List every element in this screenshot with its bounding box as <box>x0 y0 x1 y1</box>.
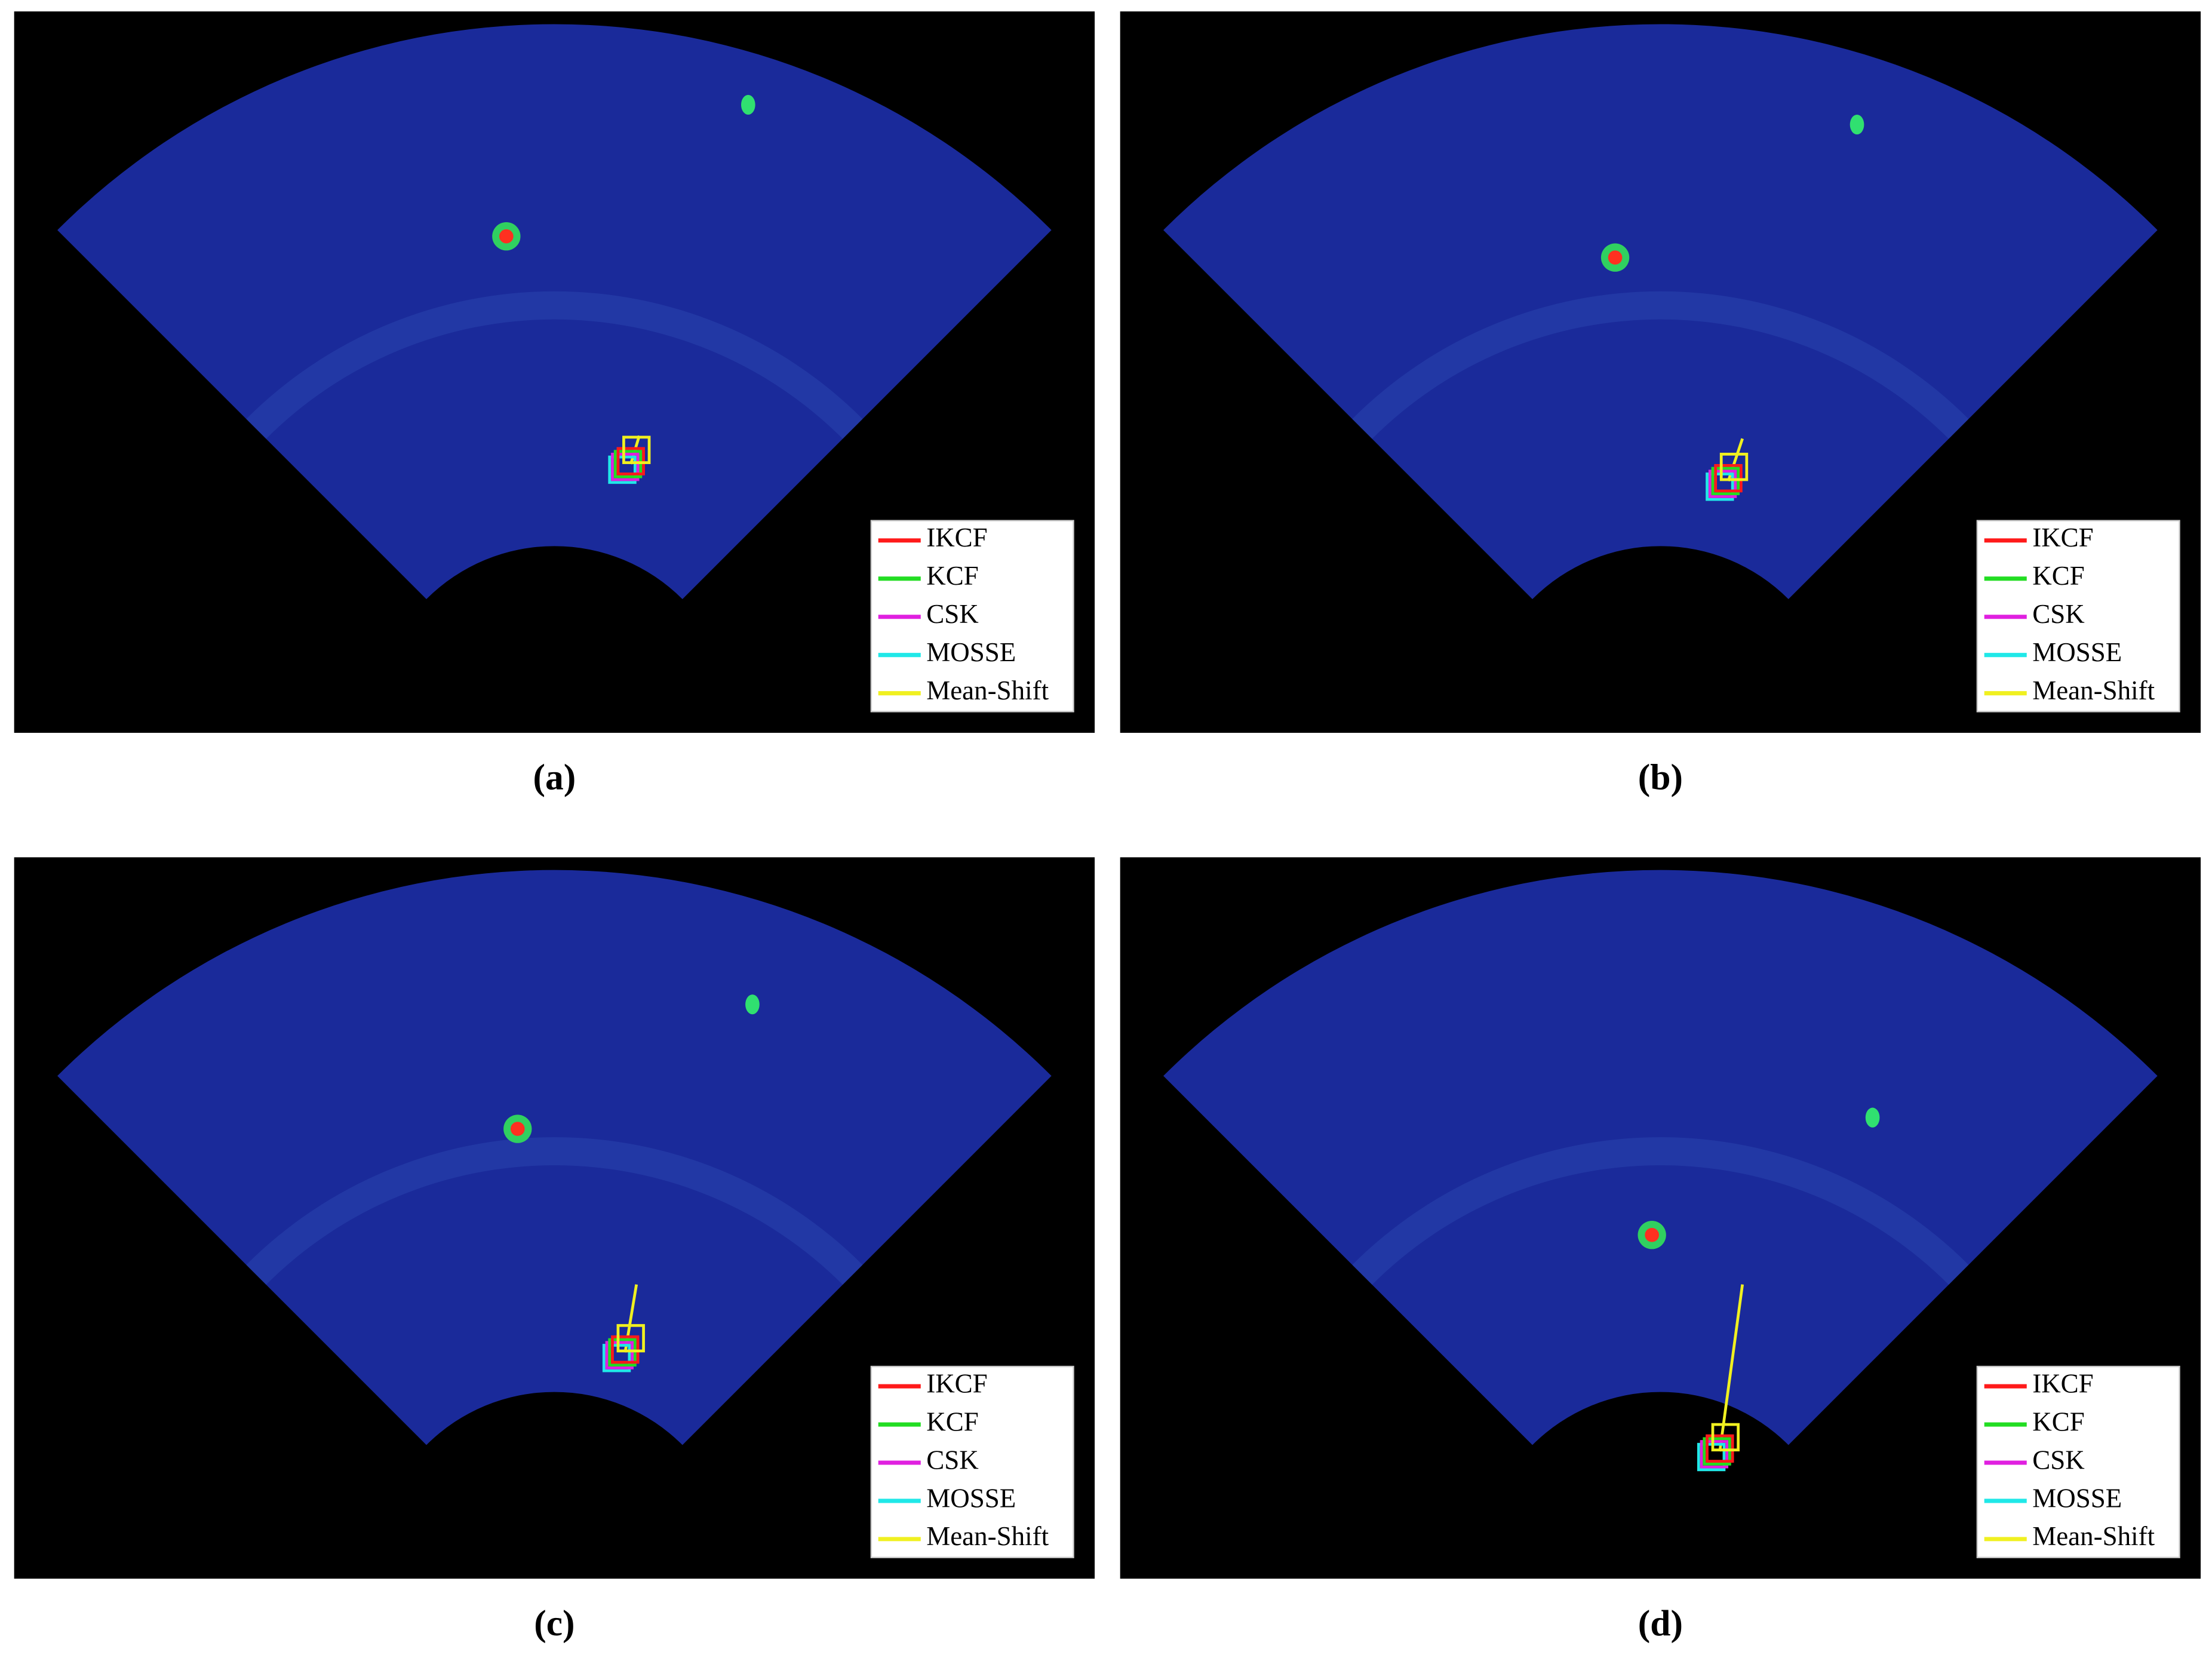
legend-label: CSK <box>926 599 979 629</box>
panel: IKCF KCF CSK MOSSE Mean-Shift <box>14 857 1095 1579</box>
track-box <box>1711 1423 1740 1452</box>
legend-label: KCF <box>926 1407 979 1436</box>
legend-label: Mean-Shift <box>2032 676 2155 705</box>
legend-label: Mean-Shift <box>2032 1521 2155 1551</box>
legend-label: CSK <box>2032 599 2085 629</box>
legend-label: Mean-Shift <box>926 676 1049 705</box>
legend-label: CSK <box>2032 1445 2085 1475</box>
panel: IKCF KCF CSK MOSSE Mean-Shift <box>1120 11 2201 733</box>
target-small <box>1865 1107 1880 1128</box>
legend-label: MOSSE <box>2032 1483 2122 1513</box>
target-core <box>510 1122 525 1136</box>
legend-label: Mean-Shift <box>926 1521 1049 1551</box>
sonar-range-ring <box>246 291 863 439</box>
legend: IKCF KCF CSK MOSSE Mean-Shift <box>870 520 1074 713</box>
legend-label: MOSSE <box>2032 637 2122 667</box>
legend-label: MOSSE <box>926 1483 1016 1513</box>
target-core <box>1645 1227 1659 1242</box>
legend: IKCF KCF CSK MOSSE Mean-Shift <box>1976 520 2180 713</box>
panel-caption: (c) <box>534 1603 574 1644</box>
panel: IKCF KCF CSK MOSSE Mean-Shift <box>14 11 1095 733</box>
target-small <box>741 94 755 115</box>
legend-label: CSK <box>926 1445 979 1475</box>
legend-label: IKCF <box>926 523 987 552</box>
legend-label: IKCF <box>2032 1368 2094 1398</box>
target-core <box>1608 250 1623 265</box>
legend-label: IKCF <box>926 1368 987 1398</box>
sonar-range-ring <box>246 1137 863 1285</box>
track-box <box>1719 453 1749 481</box>
legend-label: MOSSE <box>926 637 1016 667</box>
target-core <box>499 229 514 244</box>
panel: IKCF KCF CSK MOSSE Mean-Shift <box>1120 857 2201 1579</box>
panel-caption: (b) <box>1638 757 1683 798</box>
panel-caption: (d) <box>1638 1603 1683 1644</box>
sonar-range-ring <box>1352 291 1969 439</box>
sonar-range-ring <box>1352 1137 1969 1285</box>
track-box <box>622 435 651 464</box>
track-box <box>611 1335 640 1364</box>
legend: IKCF KCF CSK MOSSE Mean-Shift <box>1976 1365 2180 1558</box>
track-box <box>616 1324 645 1353</box>
target-small <box>1850 115 1864 135</box>
panel-caption: (a) <box>533 757 576 798</box>
legend-label: KCF <box>2032 561 2085 591</box>
legend: IKCF KCF CSK MOSSE Mean-Shift <box>870 1365 1074 1558</box>
legend-label: KCF <box>2032 1407 2085 1436</box>
target-small <box>745 994 760 1015</box>
legend-label: KCF <box>926 561 979 591</box>
legend-label: IKCF <box>2032 523 2094 552</box>
